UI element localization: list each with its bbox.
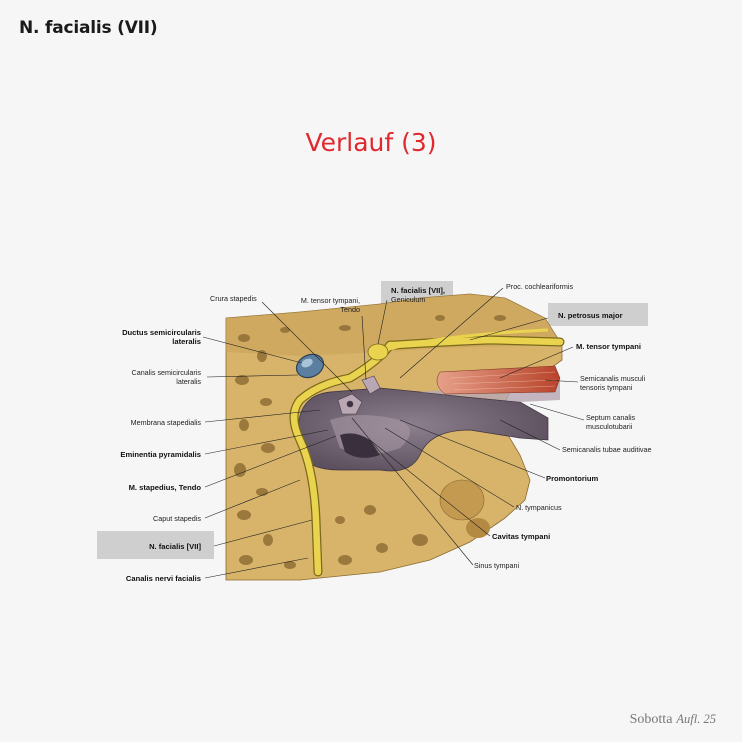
footer-brand: Sobotta — [629, 712, 673, 727]
label-canalis-semi-1: Canalis semicircularis — [132, 368, 202, 377]
label-geniculum-1: N. facialis [VII], — [391, 286, 445, 295]
label-canalis-semi-2: lateralis — [176, 377, 201, 386]
label-sinus-tympani: Sinus tympani — [474, 561, 520, 570]
label-petrosus-major: N. petrosus major — [558, 311, 623, 320]
footer-edition: Aufl. 25 — [676, 712, 716, 726]
label-septum-2: musculotubarii — [586, 422, 633, 431]
label-tensor-tendo-2: Tendo — [340, 305, 360, 314]
label-n-facialis: N. facialis [VII] — [149, 542, 201, 551]
label-geniculum-2: Geniculum — [391, 295, 425, 304]
label-semicanalis-musculi-2: tensoris tympani — [580, 383, 633, 392]
label-tensor-tympani: M. tensor tympani — [576, 342, 641, 351]
slide-subtitle: Verlauf (3) — [305, 128, 437, 157]
label-proc-cochleariformis: Proc. cochleariformis — [506, 282, 574, 291]
label-membrana-stapedialis: Membrana stapedialis — [131, 418, 202, 427]
slide-title: N. facialis (VII) — [19, 18, 158, 38]
label-eminentia-pyramidalis: Eminentia pyramidalis — [120, 450, 201, 459]
label-n-tympanicus: N. tympanicus — [516, 503, 562, 512]
label-crura-stapedis: Crura stapedis — [210, 294, 257, 303]
label-semicanalis-tubae: Semicanalis tubae auditivae — [562, 445, 652, 454]
stapes — [337, 375, 381, 415]
label-promontorium: Promontorium — [546, 474, 599, 483]
label-septum-1: Septum canalis — [586, 413, 636, 422]
canalis-semicircularis — [295, 353, 325, 379]
label-ductus-2: lateralis — [172, 337, 201, 346]
label-ductus-1: Ductus semicircularis — [122, 328, 201, 337]
label-canalis-nervi: Canalis nervi facialis — [126, 574, 201, 583]
highlight-box-petrosus — [548, 303, 648, 326]
label-stapedius-tendo: M. stapedius, Tendo — [129, 483, 202, 492]
label-caput-stapedis: Caput stapedis — [153, 514, 201, 523]
label-tensor-tendo-1: M. tensor tympani, — [301, 296, 360, 305]
label-semicanalis-musculi-1: Semicanalis musculi — [580, 374, 646, 383]
highlight-box-facialis — [97, 531, 214, 559]
footer-credit: Sobotta Aufl. 25 — [630, 712, 716, 728]
label-cavitas-tympani: Cavitas tympani — [492, 532, 550, 541]
